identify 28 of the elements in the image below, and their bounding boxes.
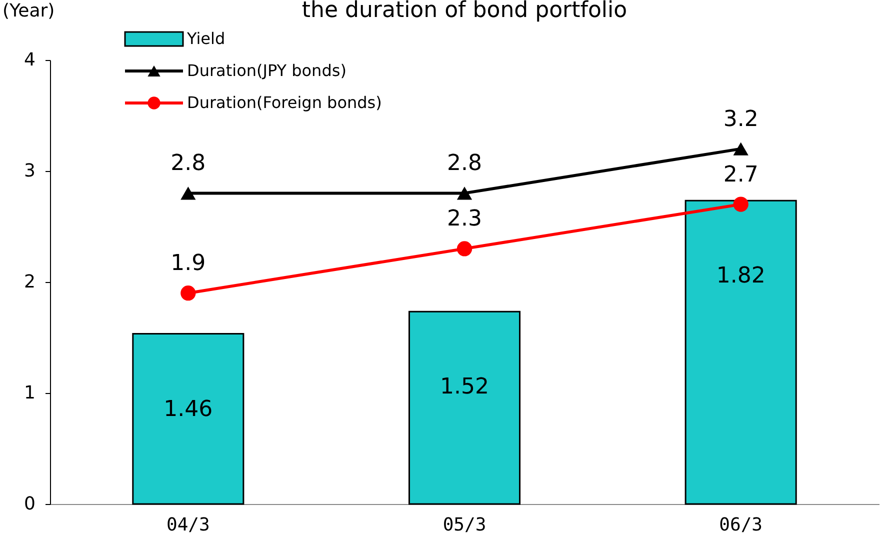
y-axis-title: (Year) xyxy=(2,0,55,22)
x-tick-label: 06/3 xyxy=(719,514,763,536)
data-label: 2.8 xyxy=(170,151,206,176)
point xyxy=(180,286,196,301)
data-label: 2.7 xyxy=(723,162,758,188)
y-tick-label: 2 xyxy=(24,272,36,292)
y-tick-label: 3 xyxy=(24,160,36,182)
point xyxy=(733,196,748,212)
data-label: 2.8 xyxy=(447,151,482,176)
legend-label: Duration(JPY bonds) xyxy=(187,61,346,80)
data-label: 3.2 xyxy=(723,106,758,132)
y-tick-label: 1 xyxy=(24,382,36,404)
point xyxy=(456,241,472,256)
x-tick-label: 04/3 xyxy=(166,514,210,536)
y-tick-label: 0 xyxy=(24,494,36,514)
data-label: 1.82 xyxy=(716,264,766,289)
legend-label: Yield xyxy=(186,29,226,48)
data-label: 1.52 xyxy=(440,374,489,400)
x-tick-label: 05/3 xyxy=(442,514,486,536)
point xyxy=(733,142,748,156)
point xyxy=(180,186,196,200)
data-label: 1.9 xyxy=(170,251,206,276)
point xyxy=(456,186,472,200)
legend-label: Duration(Foreign bonds) xyxy=(187,93,382,112)
chart-title: the duration of bond portfolio xyxy=(302,0,628,23)
data-label: 1.46 xyxy=(164,396,213,422)
data-label: 2.3 xyxy=(447,206,482,232)
y-tick-label: 4 xyxy=(24,50,36,70)
